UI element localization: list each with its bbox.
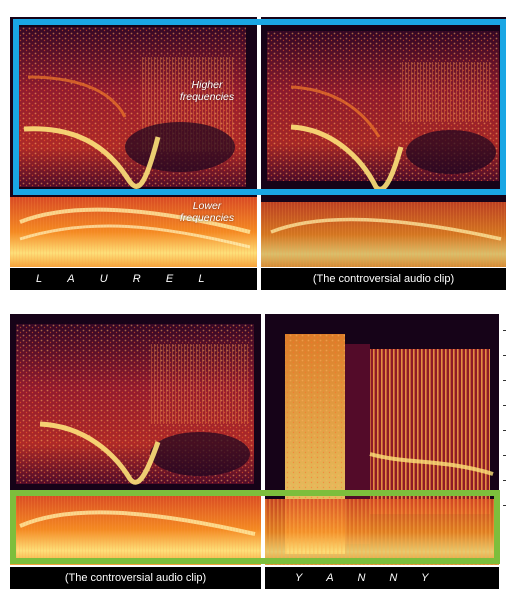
controversial-clip-caption: (The controversial audio clip) — [312, 273, 455, 285]
laurel-letters: L A U R E L — [36, 268, 205, 290]
controversial-clip-spectrogram-top-graphic — [261, 17, 506, 267]
laurel-letter: E — [165, 273, 174, 285]
axis-tick — [503, 455, 506, 456]
laurel-letter: A — [67, 273, 76, 285]
yanny-letter: A — [326, 572, 335, 584]
controversial-clip-caption-bar-top: (The controversial audio clip) — [261, 268, 506, 290]
controversial-clip-caption: (The controversial audio clip) — [64, 572, 207, 584]
yanny-caption-bar: Y A N N Y — [265, 567, 499, 589]
laurel-letter: R — [132, 273, 142, 285]
controversial-clip-spectrogram-bottom — [10, 314, 261, 565]
yanny-letter: Y — [421, 572, 429, 584]
laurel-letter: L — [36, 273, 43, 285]
controversial-clip-caption-bar-bottom: (The controversial audio clip) — [10, 567, 261, 589]
axis-tick — [503, 355, 506, 356]
yanny-spectrogram-graphic — [265, 314, 499, 565]
laurel-caption-bar: L A U R E L — [10, 268, 257, 290]
yanny-letter: N — [389, 572, 398, 584]
yanny-spectrogram — [265, 314, 499, 565]
controversial-clip-spectrogram-bottom-graphic — [10, 314, 261, 565]
axis-tick — [503, 505, 506, 506]
yanny-letters: Y A N N Y — [295, 567, 429, 589]
laurel-spectrogram-graphic — [10, 17, 257, 267]
lower-frequencies-label: Lower frequencies — [179, 200, 235, 224]
yanny-letter: N — [357, 572, 366, 584]
axis-tick — [503, 405, 506, 406]
controversial-clip-spectrogram-top — [261, 17, 506, 267]
axis-tick — [503, 330, 506, 331]
axis-tick — [503, 430, 506, 431]
axis-tick — [503, 480, 506, 481]
laurel-letter: U — [99, 273, 109, 285]
laurel-spectrogram — [10, 17, 257, 267]
axis-tick — [503, 380, 506, 381]
yanny-letter: Y — [295, 572, 303, 584]
laurel-letter: L — [198, 273, 205, 285]
higher-frequencies-label: Higher frequencies — [179, 79, 235, 103]
